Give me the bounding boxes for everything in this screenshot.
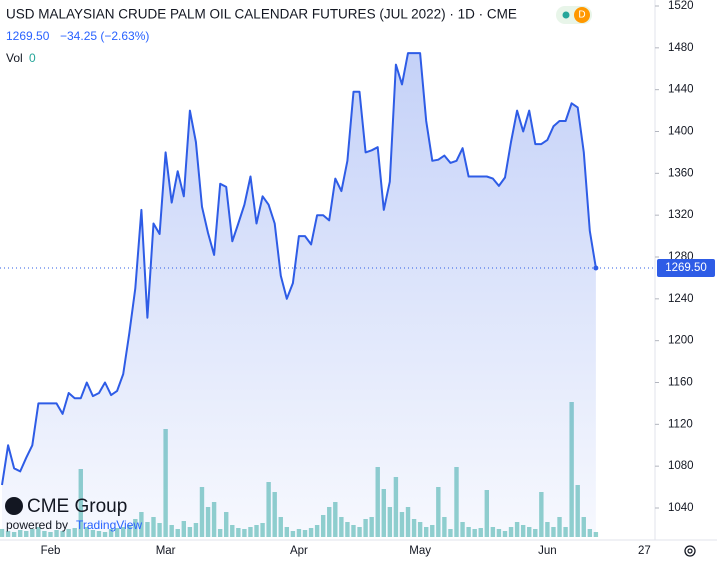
header: USD MALAYSIAN CRUDE PALM OIL CALENDAR FU… (6, 6, 592, 65)
y-tick-label: 1240 (668, 293, 694, 305)
last-price-label: 1269.50 (665, 262, 707, 274)
status-dot (562, 11, 570, 19)
y-tick-label: 1320 (668, 209, 694, 221)
branding: CME Group powered by TradingView (5, 496, 142, 532)
last-price-box (657, 258, 715, 277)
y-tick-label: 1360 (668, 167, 694, 179)
y-tick-label: 1080 (668, 460, 694, 472)
x-tick-label: Jun (538, 545, 557, 557)
x-tick-label: Mar (156, 545, 176, 557)
price-change: −34.25 (−2.63%) (60, 29, 149, 43)
price-line (1, 52, 597, 486)
badge-circle (574, 7, 590, 23)
symbol-title: USD MALAYSIAN CRUDE PALM OIL CALENDAR FU… (6, 7, 517, 22)
y-tick-label: 1120 (668, 418, 693, 430)
y-tick-label: 1480 (668, 42, 694, 54)
brand-name: CME Group (27, 496, 127, 517)
x-tick-label: Apr (290, 545, 308, 557)
x-tick-label: Feb (41, 545, 61, 557)
plot (0, 52, 599, 537)
settings-icon[interactable] (684, 545, 696, 557)
y-tick-label: 1520 (668, 0, 694, 12)
provider: TradingView (76, 518, 142, 532)
gear-center[interactable] (687, 548, 693, 554)
volume-value: 0 (29, 51, 36, 65)
gear[interactable] (684, 545, 696, 557)
volume-label: Vol (6, 51, 23, 65)
last-point (593, 265, 599, 271)
y-tick-label: 1400 (668, 126, 694, 138)
x-tick-label: 27 (638, 545, 651, 557)
last-price: 1269.50 (6, 29, 50, 43)
badge: D (578, 10, 585, 21)
y-tick-label: 1200 (668, 335, 694, 347)
price-area (2, 53, 596, 537)
powered-by: powered by (6, 518, 68, 532)
x-tick-label: May (409, 545, 431, 557)
y-tick-label: 1160 (668, 377, 693, 389)
brand-logo (5, 497, 23, 515)
y-tick-label: 1040 (668, 502, 694, 514)
y-tick-label: 1440 (668, 84, 694, 96)
